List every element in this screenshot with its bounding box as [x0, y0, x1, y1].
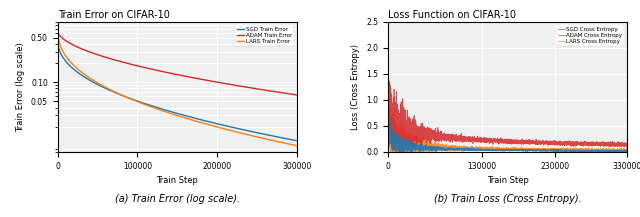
ADAM Cross Entropy — [396, 151, 403, 153]
LARS Train Error — [54, 27, 61, 30]
ADAM Cross Entropy — [538, 141, 545, 143]
LARS Train Error — [156, 108, 164, 111]
ADAM Cross Entropy — [483, 138, 491, 141]
ADAM Train Error — [262, 89, 270, 92]
Text: (a) Train Error (log scale).: (a) Train Error (log scale). — [115, 194, 240, 204]
ADAM Cross Entropy — [384, 25, 392, 27]
Text: (b) Train Loss (Cross Entropy).: (b) Train Loss (Cross Entropy). — [434, 194, 581, 204]
ADAM Train Error — [145, 67, 153, 70]
LARS Cross Entropy — [483, 146, 491, 149]
SGD Train Error — [289, 138, 296, 141]
LARS Cross Entropy — [478, 146, 486, 149]
ADAM Train Error — [289, 93, 296, 96]
SGD Cross Entropy — [396, 151, 403, 153]
LARS Cross Entropy — [623, 150, 631, 152]
LARS Train Error — [289, 143, 296, 146]
LARS Train Error — [293, 145, 301, 147]
SGD Train Error — [145, 104, 153, 106]
SGD Train Error — [81, 76, 89, 79]
X-axis label: Train Step: Train Step — [486, 176, 529, 185]
Text: Train Error on CIFAR-10: Train Error on CIFAR-10 — [58, 10, 170, 20]
ADAM Cross Entropy — [413, 134, 420, 137]
SGD Cross Entropy — [483, 149, 491, 151]
Text: Loss Function on CIFAR-10: Loss Function on CIFAR-10 — [388, 10, 516, 20]
SGD Cross Entropy — [538, 149, 545, 152]
ADAM Train Error — [54, 29, 61, 32]
SGD Cross Entropy — [384, 27, 392, 30]
SGD Train Error — [156, 107, 164, 110]
SGD Train Error — [54, 38, 61, 40]
ADAM Train Error — [95, 54, 103, 56]
Y-axis label: Loss (Cross Entropy): Loss (Cross Entropy) — [351, 44, 360, 130]
ADAM Cross Entropy — [623, 144, 631, 146]
SGD Train Error — [262, 133, 270, 136]
LARS Train Error — [95, 82, 103, 85]
Line: SGD Train Error: SGD Train Error — [58, 39, 297, 141]
Line: SGD Cross Entropy: SGD Cross Entropy — [388, 28, 627, 152]
SGD Cross Entropy — [513, 149, 521, 152]
Legend: SGD Train Error, ADAM Train Error, LARS Train Error: SGD Train Error, ADAM Train Error, LARS … — [235, 25, 294, 46]
LARS Train Error — [262, 138, 270, 140]
SGD Train Error — [95, 84, 103, 87]
LARS Cross Entropy — [384, 21, 392, 24]
Line: ADAM Cross Entropy: ADAM Cross Entropy — [388, 26, 627, 152]
ADAM Cross Entropy — [438, 138, 446, 141]
SGD Cross Entropy — [623, 150, 631, 152]
Y-axis label: Train Error (log scale): Train Error (log scale) — [17, 42, 26, 132]
LARS Cross Entropy — [538, 149, 545, 152]
ADAM Cross Entropy — [478, 140, 486, 143]
Legend: SGD Cross Entropy, ADAM Cross Entropy, LARS Cross Entropy: SGD Cross Entropy, ADAM Cross Entropy, L… — [556, 25, 625, 46]
SGD Cross Entropy — [413, 144, 420, 147]
ADAM Train Error — [293, 94, 301, 96]
LARS Cross Entropy — [413, 148, 420, 150]
LARS Cross Entropy — [513, 148, 521, 151]
Line: LARS Cross Entropy: LARS Cross Entropy — [388, 23, 627, 152]
ADAM Train Error — [156, 70, 164, 72]
SGD Cross Entropy — [438, 147, 446, 150]
Line: LARS Train Error: LARS Train Error — [58, 29, 297, 146]
ADAM Train Error — [81, 49, 89, 51]
ADAM Cross Entropy — [513, 142, 521, 145]
LARS Cross Entropy — [387, 151, 394, 153]
SGD Train Error — [293, 139, 301, 142]
X-axis label: Train Step: Train Step — [156, 176, 198, 185]
SGD Cross Entropy — [478, 149, 486, 151]
Line: ADAM Train Error: ADAM Train Error — [58, 31, 297, 95]
LARS Cross Entropy — [438, 147, 446, 149]
LARS Train Error — [81, 73, 89, 76]
LARS Train Error — [145, 105, 153, 107]
